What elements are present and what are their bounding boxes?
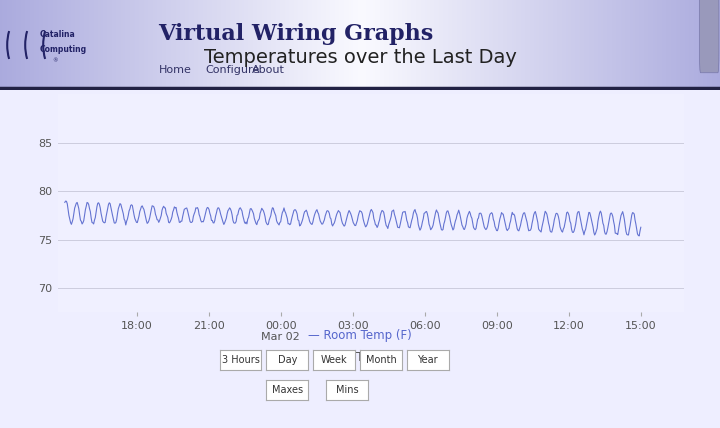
FancyBboxPatch shape <box>700 0 719 73</box>
Text: Week: Week <box>321 355 347 365</box>
Text: Configure: Configure <box>205 65 259 75</box>
Text: Temperatures over the Last Day: Temperatures over the Last Day <box>204 48 516 67</box>
Text: ®: ® <box>52 59 58 64</box>
X-axis label: TIME: TIME <box>356 351 386 364</box>
Text: Catalina: Catalina <box>40 30 76 39</box>
Text: — Room Temp (F): — Room Temp (F) <box>308 330 412 342</box>
Text: Home: Home <box>158 65 192 75</box>
Text: About: About <box>252 65 285 75</box>
Text: Computing: Computing <box>40 45 86 54</box>
Text: Maxes: Maxes <box>271 385 303 395</box>
Text: Virtual Wiring Graphs: Virtual Wiring Graphs <box>158 23 433 45</box>
Text: Mins: Mins <box>336 385 359 395</box>
Text: Year: Year <box>418 355 438 365</box>
Text: Day: Day <box>278 355 297 365</box>
Text: Month: Month <box>366 355 396 365</box>
Text: 3 Hours: 3 Hours <box>222 355 259 365</box>
